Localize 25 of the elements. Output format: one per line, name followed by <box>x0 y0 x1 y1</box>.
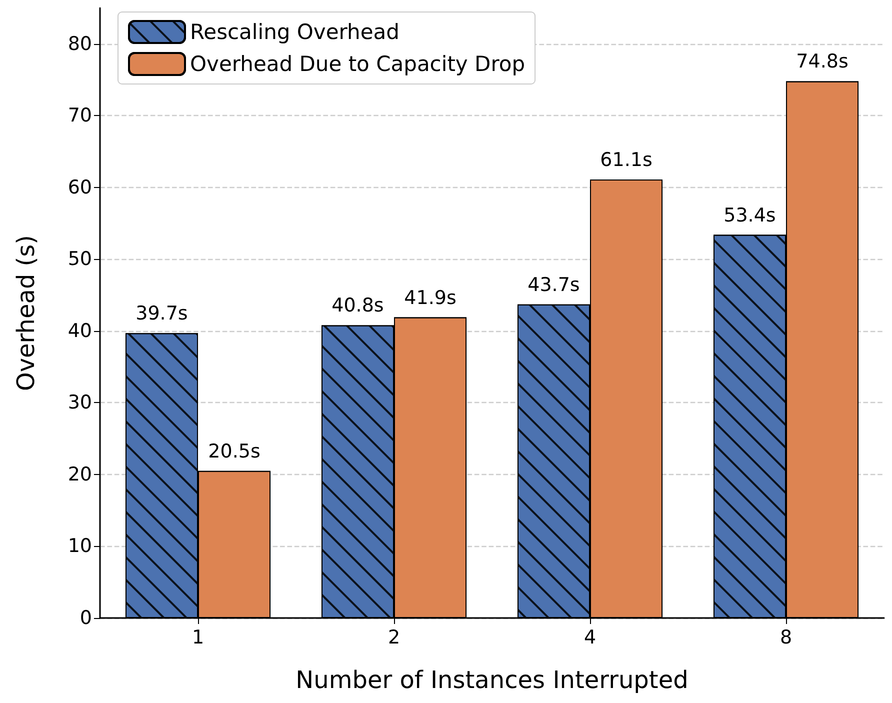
y-tick-label: 50 <box>68 248 92 270</box>
y-axis-title: Overhead (s) <box>12 234 40 392</box>
data-label: 53.4s <box>724 204 776 226</box>
legend-label: Overhead Due to Capacity Drop <box>190 52 526 76</box>
x-tick-label: 2 <box>388 626 400 648</box>
legend-label: Rescaling Overhead <box>190 20 400 44</box>
y-tick-label: 60 <box>68 176 92 198</box>
y-tick-label: 10 <box>68 535 92 558</box>
data-label: 39.7s <box>136 302 188 325</box>
y-tick-label: 20 <box>68 463 92 486</box>
y-tick-label: 30 <box>68 392 92 414</box>
x-axis-title: Number of Instances Interrupted <box>296 666 688 694</box>
x-tick-label: 8 <box>780 626 792 648</box>
x-tick-label: 4 <box>584 626 596 648</box>
y-tick-label: 70 <box>68 104 92 127</box>
data-label: 20.5s <box>208 440 260 462</box>
data-label: 74.8s <box>796 50 848 73</box>
data-label: 40.8s <box>332 294 384 317</box>
y-tick-label: 80 <box>68 32 92 55</box>
data-label: 41.9s <box>404 286 456 309</box>
data-label: 43.7s <box>528 274 580 296</box>
y-tick-label: 0 <box>80 607 92 629</box>
data-label: 61.1s <box>600 149 652 172</box>
x-tick-label: 1 <box>192 626 204 648</box>
y-tick-label: 40 <box>68 320 92 342</box>
